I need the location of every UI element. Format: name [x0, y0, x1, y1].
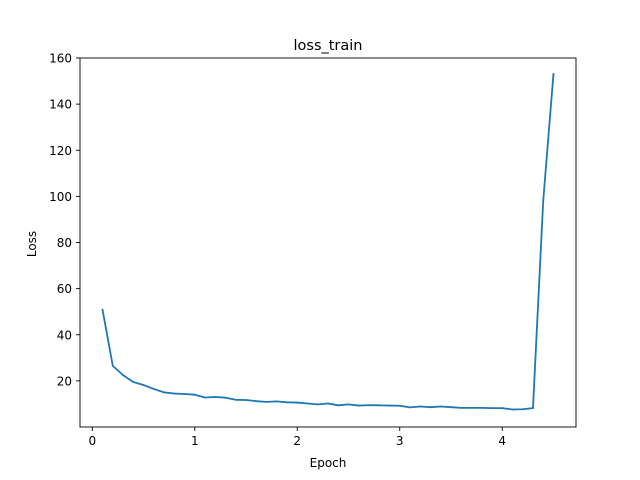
data-point-0-7 — [173, 392, 176, 395]
y-tick-label-6: 140 — [49, 98, 72, 112]
data-point-0-32 — [429, 406, 432, 409]
y-tick-label-0: 20 — [57, 374, 72, 388]
data-point-0-9 — [193, 393, 196, 396]
data-point-0-18 — [286, 401, 288, 404]
series-line-0 — [101, 73, 555, 411]
data-point-0-0 — [101, 308, 104, 311]
data-point-0-15 — [255, 400, 258, 403]
data-point-0-26 — [368, 404, 370, 406]
data-point-0-1 — [111, 364, 114, 367]
y-tick-label-2: 60 — [57, 282, 72, 296]
data-point-0-44 — [552, 73, 555, 76]
y-axis-label: Loss — [25, 231, 39, 257]
data-point-0-33 — [439, 405, 442, 408]
data-point-0-11 — [214, 396, 217, 398]
data-point-0-20 — [306, 402, 309, 405]
data-point-0-22 — [327, 402, 329, 405]
y-tick-label-7: 160 — [49, 52, 72, 66]
x-tick-label-3: 3 — [396, 434, 404, 448]
data-point-0-3 — [132, 381, 135, 383]
data-point-0-13 — [234, 398, 237, 401]
data-point-0-25 — [357, 404, 360, 407]
data-point-0-43 — [542, 200, 545, 202]
data-point-0-34 — [450, 406, 452, 409]
data-point-0-36 — [470, 406, 473, 409]
y-tick-label-3: 80 — [57, 236, 72, 250]
data-point-0-2 — [122, 374, 124, 377]
plot-frame — [79, 57, 577, 428]
y-tick-label-4: 100 — [49, 190, 72, 204]
data-point-0-30 — [409, 406, 411, 409]
x-tick-label-0: 0 — [88, 434, 96, 448]
y-tick-label-1: 40 — [57, 328, 72, 342]
data-point-0-28 — [388, 404, 391, 407]
data-point-0-4 — [142, 384, 145, 386]
chart-title: loss_train — [293, 38, 362, 54]
data-point-0-8 — [183, 393, 186, 395]
data-point-0-42 — [532, 407, 534, 409]
data-point-0-24 — [347, 403, 350, 406]
x-axis-label: Epoch — [310, 456, 347, 470]
data-point-0-21 — [316, 403, 319, 406]
data-point-0-27 — [378, 404, 381, 407]
data-point-0-39 — [501, 407, 504, 409]
data-point-0-16 — [265, 400, 268, 403]
data-point-0-35 — [460, 406, 463, 409]
data-point-0-5 — [152, 388, 155, 390]
data-point-0-37 — [480, 406, 483, 409]
x-tick-label-4: 4 — [498, 434, 506, 448]
y-axis: 20 40 60 80 100 120 140 160 — [49, 52, 80, 388]
data-point-0-19 — [296, 401, 299, 404]
data-point-0-40 — [511, 408, 514, 411]
data-point-0-17 — [275, 400, 278, 403]
data-point-0-41 — [521, 408, 524, 411]
data-point-0-6 — [163, 391, 165, 394]
data-point-0-38 — [491, 407, 493, 409]
data-point-0-23 — [337, 404, 340, 407]
x-axis: 0 1 2 3 4 — [88, 427, 506, 448]
data-point-0-31 — [419, 405, 422, 408]
data-point-0-10 — [204, 396, 206, 399]
plot-area — [101, 73, 555, 411]
x-tick-label-2: 2 — [293, 434, 301, 448]
x-tick-label-1: 1 — [191, 434, 199, 448]
data-point-0-14 — [245, 399, 247, 401]
data-point-0-12 — [224, 396, 227, 399]
data-point-0-29 — [398, 404, 401, 407]
y-tick-label-5: 120 — [49, 144, 72, 158]
